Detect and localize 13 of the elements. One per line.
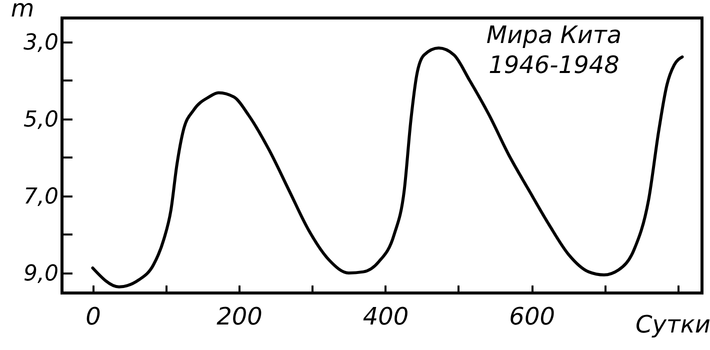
x-tick-label: 400 xyxy=(362,302,409,330)
y-tick-label: 9,0 xyxy=(24,261,58,286)
annotation: Мира Кита xyxy=(486,21,622,49)
x-tick-label: 600 xyxy=(509,302,555,330)
x-tick-label: 200 xyxy=(216,302,262,330)
annotation: 1946-1948 xyxy=(488,51,620,79)
x-axis-title: Сутки xyxy=(635,310,710,338)
y-axis-title: m xyxy=(10,0,34,22)
y-tick-label: 5,0 xyxy=(24,107,58,132)
line-series xyxy=(91,46,684,288)
y-tick-label: 7,0 xyxy=(24,184,58,210)
y-tick-label: 3,0 xyxy=(24,30,58,56)
x-tick-label: 0 xyxy=(86,302,101,330)
